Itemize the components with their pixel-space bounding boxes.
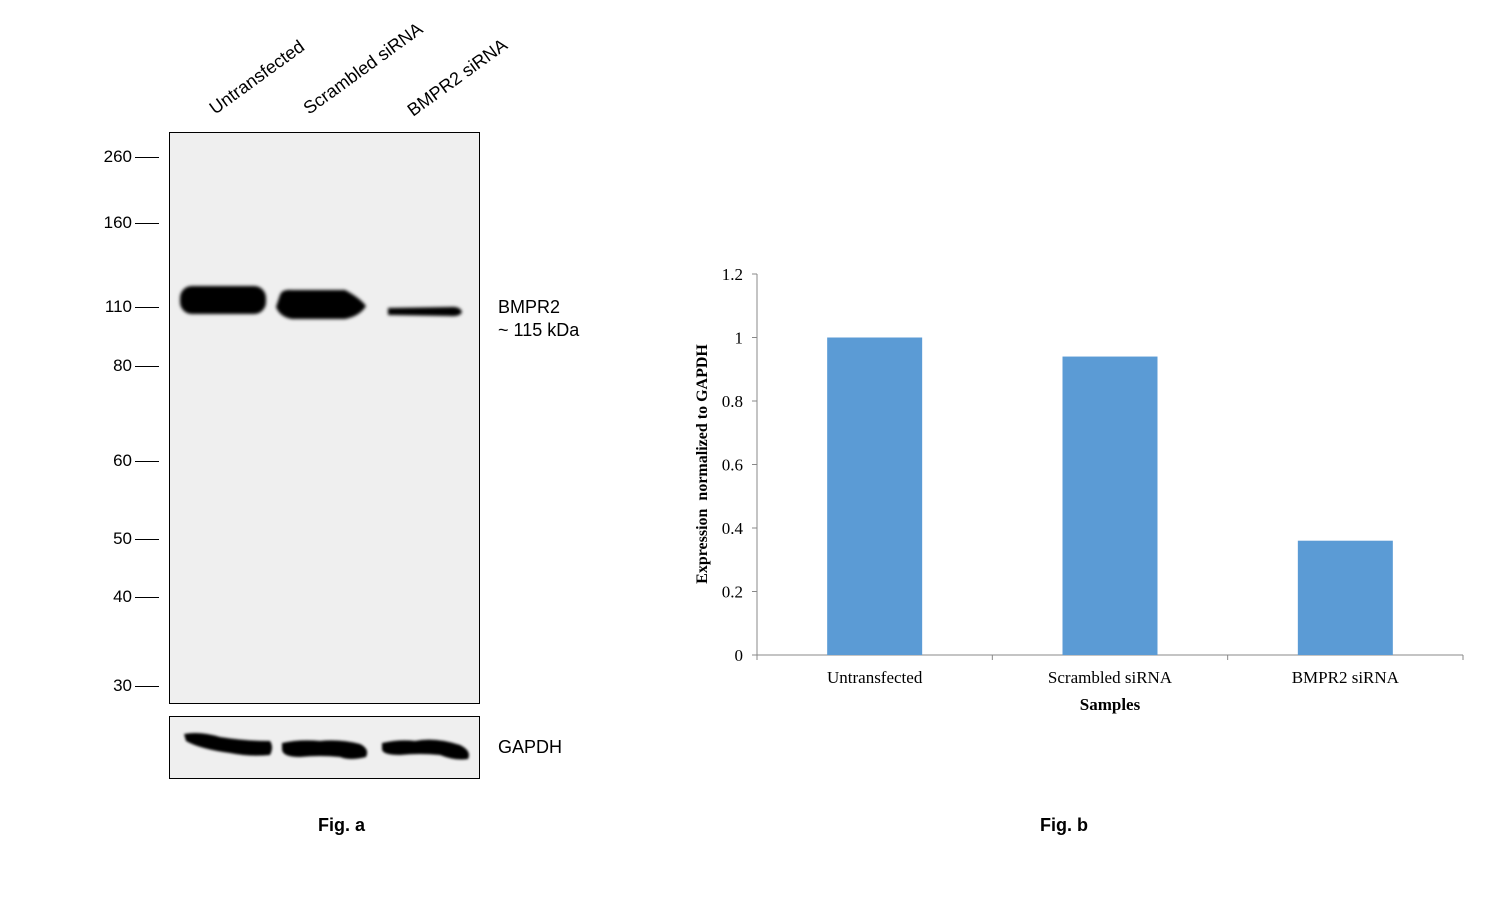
y-tick-label: 0 (735, 646, 744, 665)
marker-label-160: 160 (103, 213, 132, 232)
marker-label-40: 40 (113, 587, 132, 606)
band-scrambled (276, 289, 366, 319)
bar-scrambled-sirna (1062, 356, 1158, 655)
x-tick-label: BMPR2 siRNA (1292, 668, 1400, 687)
gapdh-band-untransfected (184, 733, 272, 756)
marker-tick (135, 223, 159, 224)
x-tick-label: Scrambled siRNA (1048, 668, 1173, 687)
y-tick-label: 0.6 (722, 456, 743, 475)
x-tick-label: Untransfected (827, 668, 923, 687)
marker-tick (135, 597, 159, 598)
bar-bmpr2-sirna (1297, 540, 1393, 655)
marker-label-30: 30 (113, 676, 132, 695)
blot-bands (180, 286, 462, 319)
gapdh-band-scrambled (282, 740, 368, 759)
marker-tick (135, 307, 159, 308)
x-axis-label: Samples (1079, 695, 1141, 714)
y-tick-label: 0.4 (722, 519, 744, 538)
marker-tick (135, 686, 159, 687)
loading-control-label: GAPDH (498, 737, 563, 757)
marker-label-110: 110 (104, 297, 132, 316)
gapdh-bands (184, 733, 469, 760)
marker-tick (135, 539, 159, 540)
y-tick-label: 0.8 (722, 392, 743, 411)
marker-tick (135, 157, 159, 158)
blot-panel-bmpr2 (169, 132, 480, 704)
bar-untransfected (827, 337, 923, 655)
marker-tick (135, 366, 159, 367)
y-axis-label: Expression normalized to GAPDH (694, 344, 711, 584)
marker-tick (135, 461, 159, 462)
band-bmpr2-sirna (388, 306, 462, 317)
marker-label-260: 260 (103, 147, 132, 166)
marker-label-80: 80 (113, 356, 132, 375)
gapdh-band-bmpr2-sirna (382, 739, 469, 760)
blot-panel-gapdh (169, 716, 480, 779)
y-tick-label: 1.2 (722, 265, 743, 284)
figure-b-caption: Fig. b (1040, 815, 1088, 835)
band-size-label: ~ 115 kDa (498, 320, 580, 340)
marker-label-60: 60 (113, 451, 132, 470)
y-tick-label: 0.2 (722, 583, 743, 602)
figure-a-caption: Fig. a (318, 815, 366, 835)
band-label: BMPR2 (498, 297, 561, 317)
marker-label-50: 50 (113, 529, 132, 548)
band-untransfected (180, 286, 266, 314)
y-tick-label: 1 (735, 329, 744, 348)
